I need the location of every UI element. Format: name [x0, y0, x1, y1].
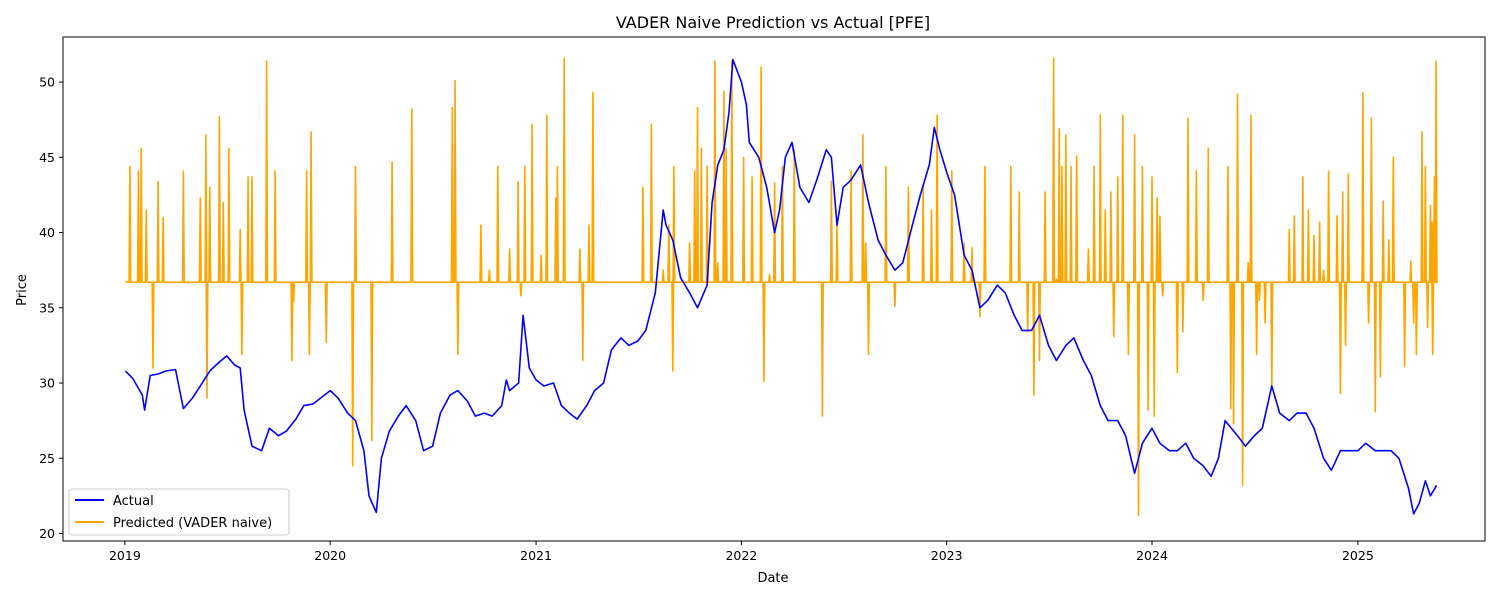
legend-label-predicted: Predicted (VADER naive): [113, 516, 272, 531]
y-tick-label: 25: [39, 451, 55, 466]
y-tick-label: 40: [39, 225, 55, 240]
chart-title: VADER Naive Prediction vs Actual [PFE]: [616, 13, 930, 32]
x-tick-label: 2025: [1342, 548, 1374, 563]
x-tick-label: 2022: [725, 548, 757, 563]
legend: Actual Predicted (VADER naive): [68, 488, 290, 536]
x-axis-label: Date: [757, 571, 788, 586]
y-tick-label: 35: [39, 300, 55, 315]
x-tick-label: 2024: [1136, 548, 1168, 563]
y-tick-label: 45: [39, 150, 55, 165]
legend-box: [68, 488, 290, 536]
y-tick-label: 30: [39, 376, 55, 391]
x-tick-label: 2021: [520, 548, 552, 563]
x-tick-label: 2019: [109, 548, 141, 563]
series-line-actual: [124, 58, 1438, 515]
legend-label-actual: Actual: [113, 494, 154, 509]
x-tick-label: 2020: [314, 548, 346, 563]
series-line-predicted: [125, 57, 1438, 517]
y-axis-label: Price: [15, 274, 30, 306]
x-tick-label: 2023: [931, 548, 963, 563]
y-tick-label: 50: [39, 75, 55, 90]
y-tick-label: 20: [39, 526, 55, 541]
plot-area-frame: [62, 36, 1486, 542]
